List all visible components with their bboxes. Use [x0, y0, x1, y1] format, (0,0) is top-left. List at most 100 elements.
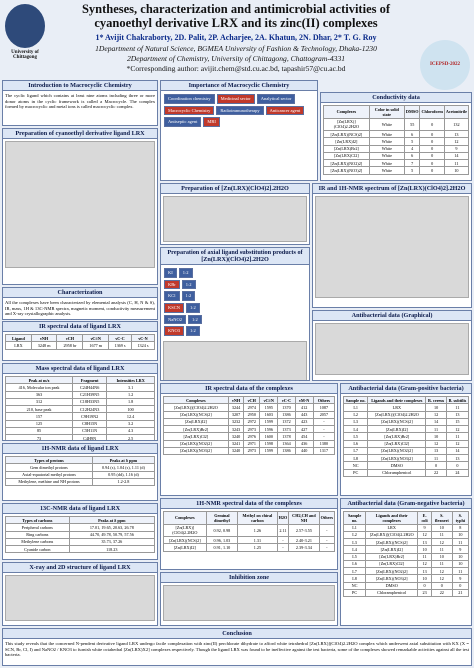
cell: 1370: [277, 403, 296, 412]
cell: DMSO: [365, 581, 419, 590]
cell: 9: [451, 574, 470, 583]
panel: IR spectral data of the complexes Complex…: [160, 383, 338, 496]
cell: 436: [294, 439, 314, 448]
header-row: Complexes Color in solid state DMSO Chlorof…: [323, 105, 470, 119]
header-row: Peak at m/z Fragment Intensities LRX: [4, 375, 155, 385]
header-cell: DMSO: [403, 105, 421, 119]
cell: 0: [419, 144, 445, 153]
cell: White: [368, 151, 405, 161]
panel-title: Preparation of [Zn(LRX)(ClO4)2].2H2O: [161, 184, 309, 194]
cell: 1386: [277, 446, 296, 456]
header-cell: Ligands and their complexes: [365, 511, 419, 525]
cell: PC: [342, 588, 367, 598]
cell: 0.92, 0.98: [205, 523, 239, 537]
cell: -: [318, 535, 336, 545]
row: 416, Molecular ion peak C24H44N6 3.1: [4, 383, 155, 392]
cell: [Zn(LRX)(NCS)2]: [163, 410, 229, 419]
header-row: Types of protons Peaks at δ ppm: [5, 455, 156, 465]
cell: 0: [419, 166, 445, 175]
cell: 1373: [277, 424, 296, 434]
title: Syntheses, characterization and antimicr…: [81, 2, 391, 31]
cell: 3.1: [106, 383, 155, 392]
cell: 13: [443, 129, 470, 139]
cell: 11: [451, 537, 470, 547]
cell: L5: [342, 432, 369, 441]
header-cell: Peaks at δ ppm: [68, 515, 156, 525]
data-table: Types of protons Peaks at δ ppm Gem dimeth…: [5, 455, 156, 487]
panel: Conductivity data Complexes Color in solid…: [320, 92, 472, 181]
cell: 11: [430, 559, 453, 569]
panel-title: IR spectral data of the complexes: [161, 384, 337, 394]
panel-title: 1H-NMR spectral data of the complexes: [161, 499, 337, 509]
cell: 125: [4, 419, 74, 428]
cell: 427: [294, 424, 314, 434]
cell: L1: [342, 523, 367, 532]
header-cell: Complexes: [163, 395, 229, 405]
cell: 1596: [259, 424, 279, 434]
cell: 1372: [277, 417, 296, 427]
cell: -: [276, 535, 290, 545]
item: KCl: [164, 291, 180, 301]
header-cell: νCH: [56, 333, 84, 343]
cell: [Zn(LRX)(NCS)2]: [367, 417, 427, 427]
cell: [Zn(LRX)I2]: [163, 417, 229, 427]
row: 363 C21H39N5 1.2: [4, 390, 155, 399]
cell: [Zn(LRX)Cl2]: [163, 432, 229, 441]
row: Methylene, methine and NH protons 1.2-2.8: [5, 477, 156, 487]
row: [Zn(LRX)Br2] 3243 2973 1596 1373 427-: [163, 424, 336, 434]
cell: 1324 s: [130, 341, 156, 350]
cell: Cyanide carbon: [5, 544, 70, 554]
ratio: 1:2: [178, 268, 193, 278]
cell: 12: [425, 410, 447, 419]
panel: Conclusion This study reveals that the co…: [2, 628, 472, 666]
panel: Mass spectral data of ligand LRX Peak at …: [2, 363, 158, 441]
cell: Axial-equatorial methyl protons: [5, 470, 93, 479]
cell: 1380: [312, 439, 336, 448]
cell: [Zn(LRX)I2]: [323, 137, 370, 146]
cell: 5: [403, 166, 421, 175]
cell: 440: [294, 446, 314, 456]
row: 85 C5H11N 4.3: [4, 426, 155, 436]
row: [Zn(LRX)(NO3)2] 3240 2973 1599 1386 440 1317: [163, 446, 336, 456]
header-cell: νC-C: [277, 395, 296, 405]
cell: 11: [430, 545, 453, 554]
cell: 0: [419, 129, 445, 139]
cell: 1.8: [106, 397, 155, 407]
panel: Preparation of [Zn(LRX)(ClO4)2].2H2O: [160, 183, 310, 245]
cell: 1317: [312, 446, 336, 456]
panel-title: Importance of Macrocyclic Chemistry: [161, 81, 317, 91]
header-cell: νNH: [227, 395, 245, 405]
cell: [Zn(LRX)(NCS)2]: [365, 537, 419, 547]
cell: 3241: [227, 439, 245, 448]
cell: 0: [419, 158, 445, 168]
cell: 1.31: [237, 535, 278, 545]
cell: 14: [443, 151, 470, 161]
row: [Zn(LRX)](ClO4)2.2H2O White 55 0 132: [323, 117, 470, 131]
header-cell: νC-N: [130, 333, 156, 343]
row: [Zn(LRX)(NCS)2] White 6 0 13: [323, 129, 470, 139]
cell: 2.5: [106, 433, 155, 440]
panel: 1H-NMR data of ligand LRX Types of proton…: [2, 443, 158, 501]
row: 73 C4H9N 2.5: [4, 433, 155, 440]
row: [Zn(LRX)I2] White 5 0 12: [323, 137, 470, 146]
item: KNO3: [164, 326, 184, 336]
panel-title: Inhibition zone: [161, 573, 337, 583]
ratio: 1:2: [186, 326, 200, 336]
cell: [Zn(LRX)I2]: [367, 424, 427, 434]
cell: DMSO: [367, 461, 427, 470]
item: Analytical sector: [256, 94, 296, 104]
figure: [163, 340, 307, 380]
panel: Preparation of axial ligand substitution…: [160, 247, 310, 381]
item: Macrocyclic Chemistry: [164, 105, 215, 116]
cell: 100: [106, 404, 155, 414]
cell: 2972: [243, 417, 261, 427]
cell: 0: [419, 117, 445, 131]
email: *Corresponding author: avijit.chem@std.c…: [126, 64, 346, 73]
table-wrap: Types of carbons Peaks at δ ppm Peripheral…: [3, 514, 157, 555]
cell: 1598: [259, 439, 279, 448]
cell: 2057: [312, 410, 336, 419]
row: L2 [Zn(LRX)](ClO4)2.2H2O 12 13: [342, 410, 470, 419]
cell: 0: [417, 581, 432, 590]
cell: [Zn(LRX)Br2]: [323, 144, 370, 153]
data-table: Sample no. Ligands and their complexes B. …: [342, 395, 470, 477]
